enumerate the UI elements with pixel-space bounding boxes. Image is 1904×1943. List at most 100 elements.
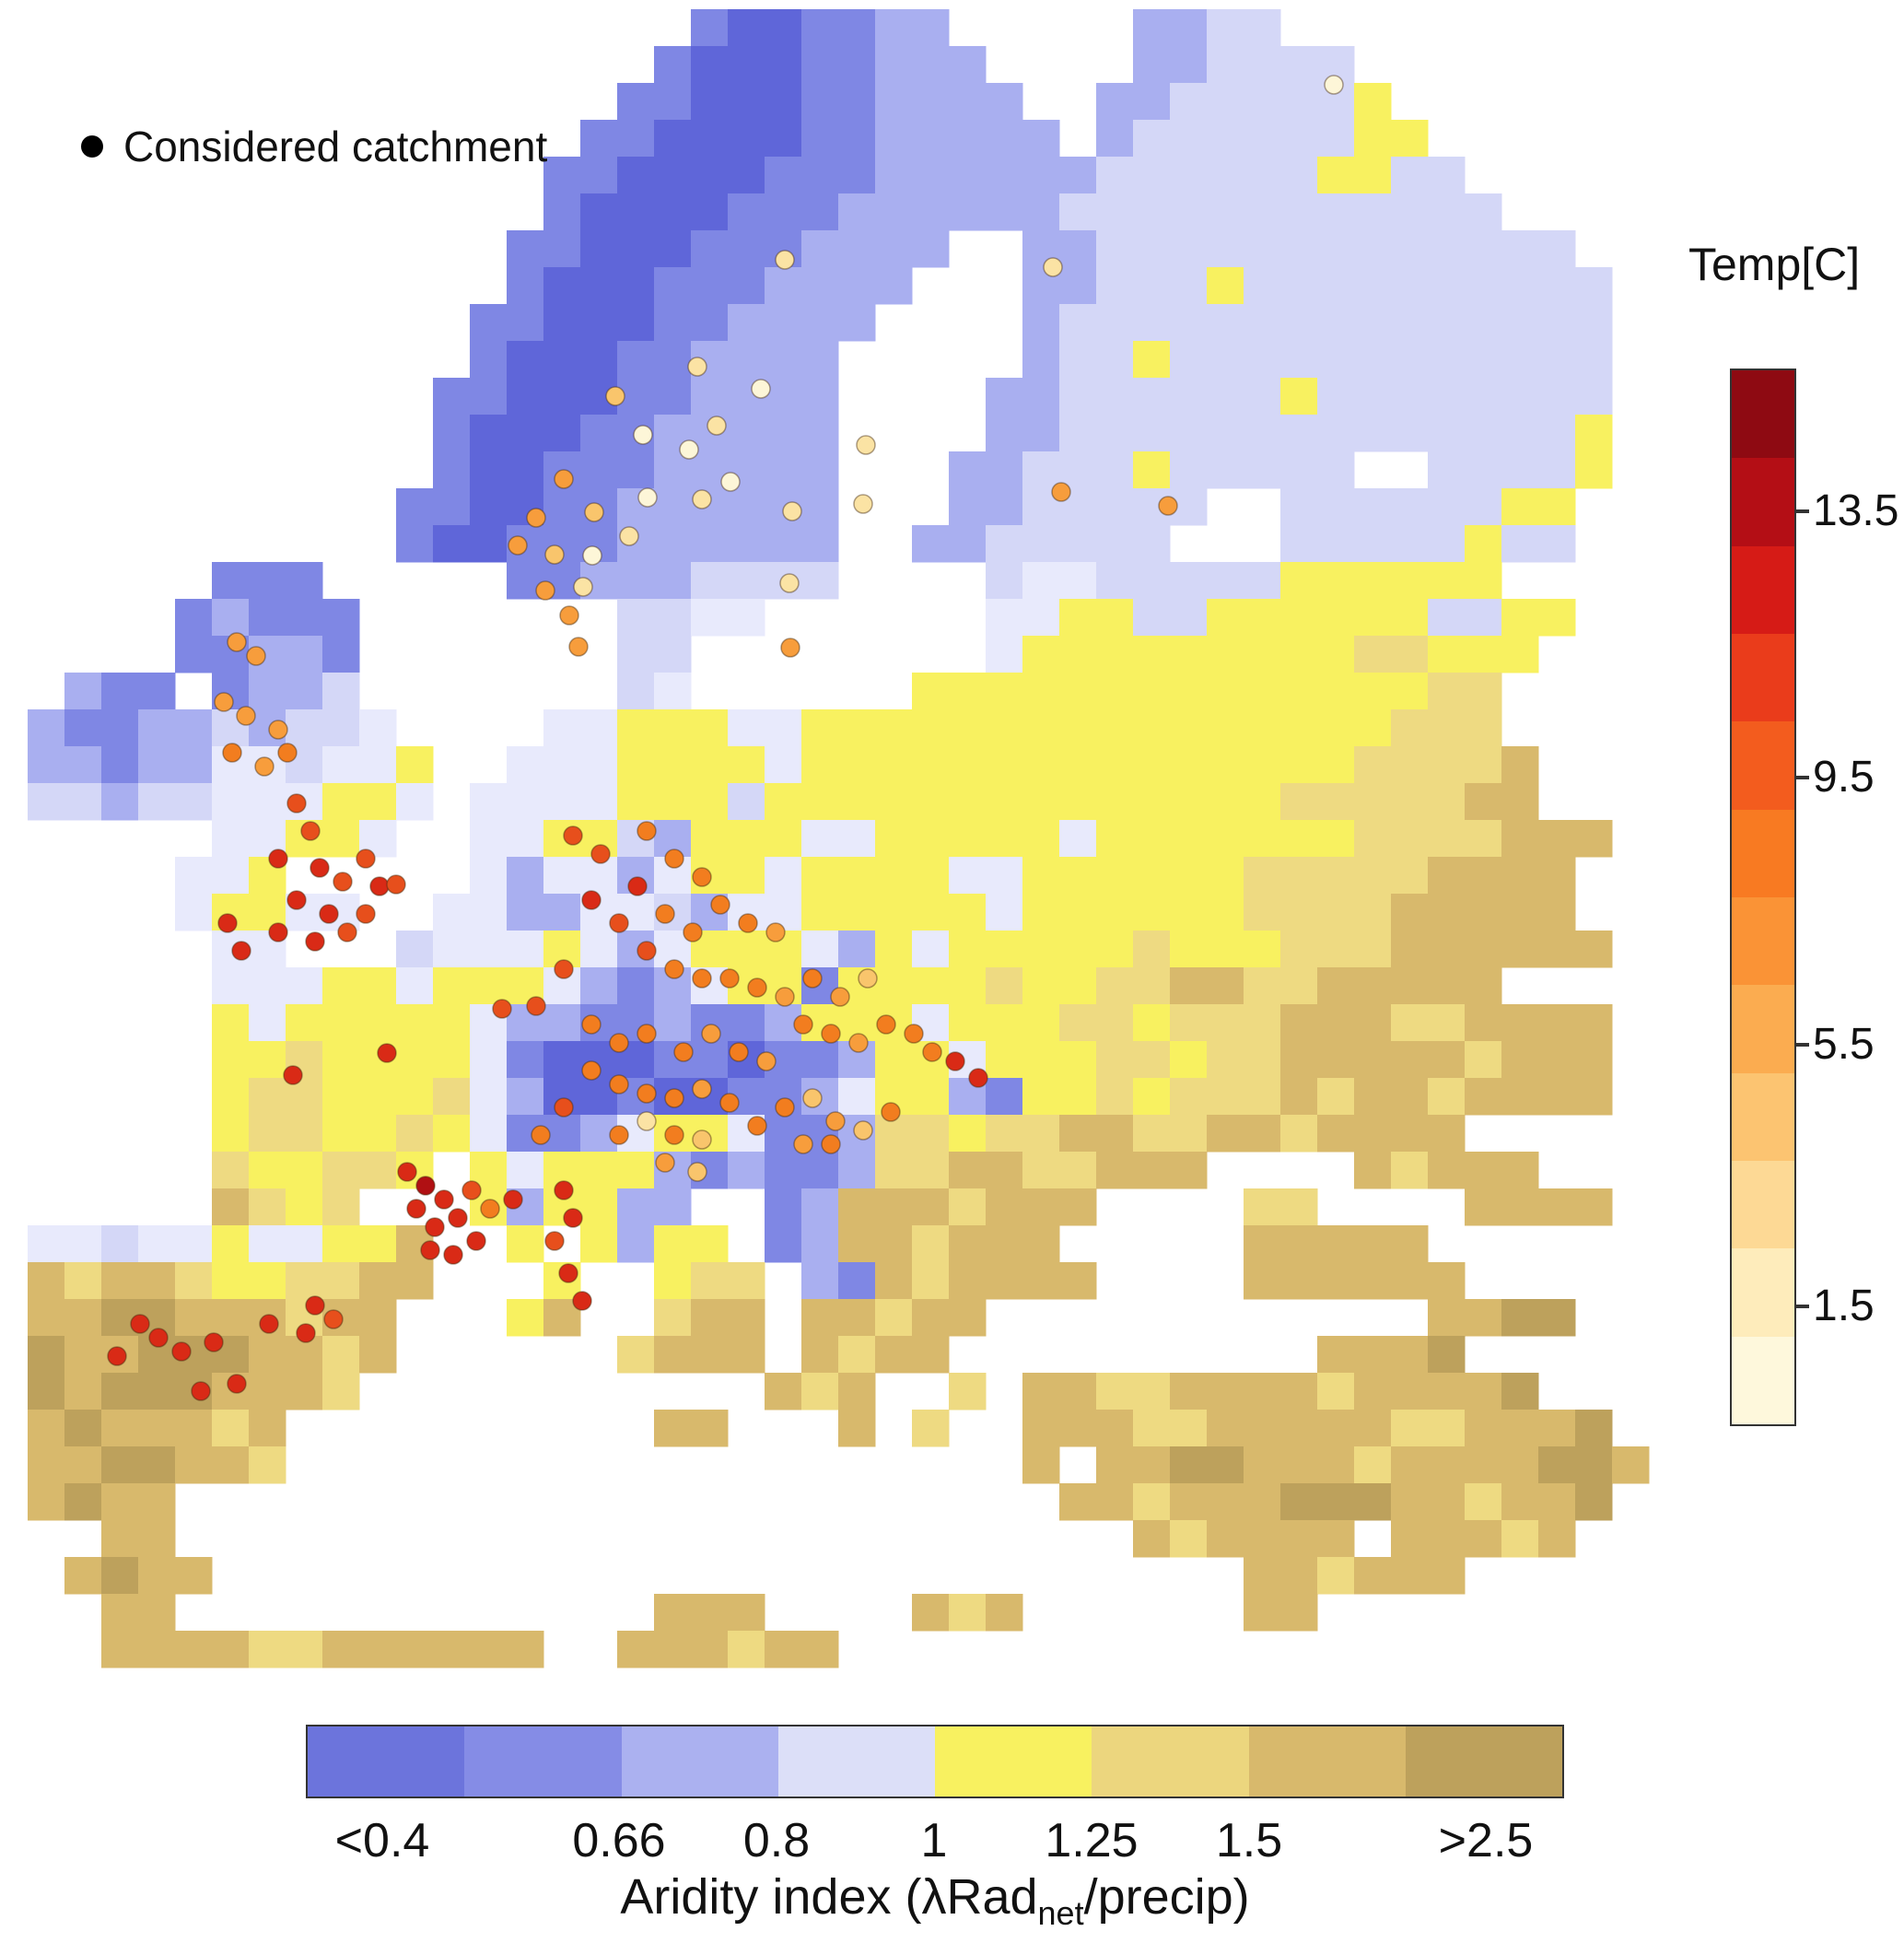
catchment-dot: [664, 959, 684, 979]
aridity-grid-cell: [1391, 378, 1429, 416]
aridity-grid-cell: [875, 1225, 913, 1263]
aridity-grid-cell: [765, 267, 802, 305]
aridity-grid-cell: [1022, 525, 1060, 563]
aridity-grid-cell: [1317, 1041, 1355, 1079]
catchment-dot: [581, 890, 602, 910]
catchment-dot: [107, 1346, 127, 1366]
aridity-grid-cell: [838, 120, 876, 158]
catchment-dot: [637, 487, 658, 508]
aridity-grid-cell: [1354, 1410, 1392, 1447]
aridity-grid-cell: [138, 1520, 176, 1558]
aridity-grid-cell: [1059, 193, 1097, 231]
aridity-grid-cell: [1501, 1446, 1539, 1484]
aridity-grid-cell: [949, 931, 987, 968]
aridity-grid-cell: [580, 304, 618, 342]
aridity-grid-cell: [212, 1004, 250, 1042]
aridity-grid-cell: [64, 1262, 102, 1300]
catchment-dot: [655, 904, 675, 924]
catchment-dot: [673, 1042, 694, 1062]
aridity-grid-cell: [1022, 1152, 1060, 1189]
aridity-grid-cell: [1428, 1336, 1466, 1374]
aridity-grid-cell: [1465, 931, 1502, 968]
aridity-grid-cell: [1391, 1520, 1429, 1558]
aridity-grid-cell: [1501, 525, 1539, 563]
aridity-grid-cell: [617, 673, 655, 710]
catchment-dot: [775, 987, 795, 1007]
aridity-grid-cell: [1244, 562, 1281, 600]
aridity-grid-cell: [1096, 415, 1134, 452]
aridity-grid-cell: [1207, 673, 1244, 710]
aridity-grid-cell: [507, 1631, 544, 1668]
aridity-grid-cell: [1465, 1188, 1502, 1226]
aridity-tick-label: 1.25: [1045, 1814, 1139, 1867]
aridity-grid-cell: [801, 562, 839, 600]
aridity-grid-cell: [1354, 820, 1392, 858]
aridity-grid-cell: [101, 746, 139, 784]
aridity-grid-cell: [138, 1410, 176, 1447]
aridity-grid-cell: [1244, 1188, 1281, 1226]
aridity-grid-cell: [1022, 1373, 1060, 1410]
aridity-grid-cell: [654, 267, 692, 305]
aridity-grid-cell: [765, 378, 802, 416]
aridity-grid-cell: [912, 967, 950, 1005]
aridity-grid-cell: [1465, 267, 1502, 305]
aridity-grid-cell: [286, 1262, 323, 1300]
aridity-grid-cell: [1133, 415, 1171, 452]
aridity-grid-cell: [1354, 378, 1392, 416]
aridity-grid-cell: [1391, 1373, 1429, 1410]
caption-suffix: /precip): [1083, 1869, 1250, 1925]
aridity-grid-cell: [1317, 1225, 1355, 1263]
aridity-grid-cell: [1170, 1152, 1208, 1189]
aridity-grid-cell: [1059, 1152, 1097, 1189]
caption-prefix: Aridity index (λRad: [620, 1869, 1038, 1925]
aridity-grid-cell: [1280, 1115, 1318, 1153]
aridity-grid-cell: [1022, 1410, 1060, 1447]
catchment-dot: [563, 825, 583, 846]
catchment-dot: [692, 489, 712, 509]
aridity-grid-cell: [617, 636, 655, 673]
aridity-grid-cell: [1354, 488, 1392, 526]
catchment-dot: [710, 895, 730, 915]
aridity-grid-cell: [175, 636, 213, 673]
catchment-dot: [544, 544, 565, 565]
aridity-grid-cell: [1096, 967, 1134, 1005]
aridity-grid-cell: [728, 9, 765, 47]
aridity-grid-cell: [1022, 378, 1060, 416]
aridity-grid-cell: [28, 1410, 65, 1447]
catchment-dot: [780, 638, 800, 658]
aridity-grid-cell: [1575, 1483, 1613, 1521]
aridity-grid-cell: [359, 1152, 397, 1189]
aridity-grid-cell: [396, 488, 434, 526]
aridity-grid-cell: [1465, 673, 1502, 710]
aridity-grid-cell: [912, 894, 950, 931]
aridity-grid-cell: [875, 83, 913, 121]
aridity-grid-cell: [654, 562, 692, 600]
aridity-grid-cell: [1022, 673, 1060, 710]
aridity-grid-cell: [912, 157, 950, 194]
aridity-grid-cell: [507, 267, 544, 305]
aridity-grid-cell: [875, 1152, 913, 1189]
aridity-grid-cell: [1317, 1446, 1355, 1484]
aridity-grid-cell: [433, 967, 471, 1005]
aridity-grid-cell: [838, 157, 876, 194]
aridity-grid-cell: [949, 83, 987, 121]
aridity-grid-cell: [1244, 267, 1281, 305]
aridity-grid-cell: [986, 1152, 1023, 1189]
catchment-dot: [687, 357, 707, 377]
aridity-grid-cell: [1170, 746, 1208, 784]
aridity-grid-cell: [1170, 1410, 1208, 1447]
aridity-grid-cell: [249, 1004, 286, 1042]
catchment-dot: [310, 858, 330, 878]
aridity-grid-cell: [1465, 230, 1502, 268]
aridity-grid-cell: [1170, 1446, 1208, 1484]
aridity-grid-cell: [1280, 931, 1318, 968]
aridity-grid-cell: [1317, 378, 1355, 416]
aridity-grid-cell: [912, 709, 950, 747]
aridity-grid-cell: [912, 783, 950, 821]
aridity-grid-cell: [1207, 1410, 1244, 1447]
aridity-grid-cell: [1096, 673, 1134, 710]
aridity-grid-cell: [1207, 709, 1244, 747]
aridity-grid-cell: [433, 1115, 471, 1153]
aridity-grid-cell: [322, 820, 360, 858]
aridity-grid-cell: [543, 193, 581, 231]
